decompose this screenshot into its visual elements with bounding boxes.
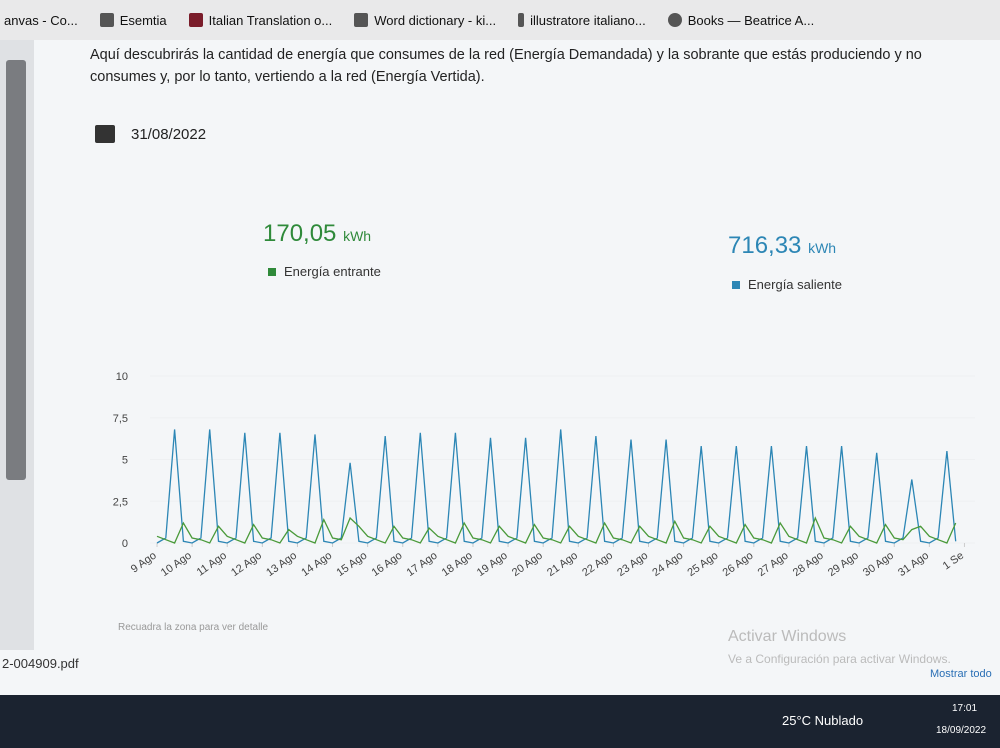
x-tick-label: 22 Ago: [580, 550, 615, 579]
calendar-icon: [95, 125, 115, 143]
legend-in: Energía entrante: [268, 264, 381, 279]
bookmarks-bar: anvas - Co... Esemtia Italian Translatio…: [0, 0, 1000, 40]
x-tick-label: 20 Ago: [510, 550, 545, 579]
scrollbar[interactable]: [0, 40, 34, 650]
bookmark-label[interactable]: Word dictionary - ki...: [374, 12, 497, 28]
x-tick-label: 25 Ago: [685, 550, 720, 579]
weather[interactable]: 25°C Nublado: [782, 713, 864, 728]
x-tick-label: 13 Ago: [264, 550, 299, 579]
date-label[interactable]: 31/08/2022: [131, 125, 207, 143]
y-tick-label: 10: [116, 371, 128, 383]
x-tick-label: 27 Ago: [756, 550, 791, 579]
legend-label: Energía saliente: [748, 277, 842, 292]
series-line: [156, 429, 957, 544]
scroll-thumb[interactable]: [6, 60, 26, 480]
y-tick-label: 5: [122, 455, 128, 467]
x-tick-label: 10 Ago: [159, 550, 194, 579]
x-tick-label: 14 Ago: [299, 550, 334, 579]
x-tick-label: 26 Ago: [721, 550, 756, 579]
y-tick-label: 0: [122, 538, 128, 550]
stat-unit: kWh: [343, 228, 372, 244]
bookmark[interactable]: Italian Translation o...: [188, 12, 333, 28]
x-tick-label: 23 Ago: [615, 550, 650, 579]
x-tick-label: 16 Ago: [370, 550, 405, 579]
series-line: [156, 516, 957, 544]
legend-label: Energía entrante: [284, 264, 381, 279]
chart: Recuadra la zona para ver detalle 0 2,5 5 7…: [112, 371, 967, 633]
stat-value: 170,05: [263, 220, 337, 247]
bookmark[interactable]: Word dictionary - ki...: [354, 13, 496, 28]
stat-in: 170,05 kWh: [263, 220, 371, 248]
bookmark[interactable]: Esemtia: [99, 12, 167, 28]
bookmark-label[interactable]: Esemtia: [119, 12, 167, 28]
x-tick-label: 18 Ago: [440, 550, 475, 579]
chart-hint: Recuadra la zona para ver detalle: [118, 622, 269, 633]
x-tick-label: 12 Ago: [229, 550, 264, 579]
bookmark-label[interactable]: Italian Translation o...: [208, 12, 333, 28]
x-tick-label: 11 Ago: [195, 550, 229, 579]
taskbar: 25°C Nublado 17:01 18/09/2022: [0, 695, 1000, 748]
x-tick-label: 19 Ago: [475, 550, 510, 579]
x-tick-label: 31 Ago: [896, 550, 931, 579]
clock-date[interactable]: 18/09/2022: [936, 725, 987, 736]
bookmark-label[interactable]: Books — Beatrice A...: [687, 12, 815, 28]
x-tick-label: 28 Ago: [791, 550, 826, 579]
x-tick-label: 17 Ago: [405, 550, 440, 579]
clock-time[interactable]: 17:01: [952, 703, 978, 714]
download-file[interactable]: 2-004909.pdf: [2, 656, 79, 671]
watermark-text: Ve a Configuración para activar Windows.: [728, 652, 951, 666]
intro-text: Aquí descubrirás la cantidad de energía …: [90, 47, 922, 85]
x-tick-label: 29 Ago: [826, 550, 861, 579]
show-all[interactable]: Mostrar todo: [930, 668, 992, 680]
x-tick-label: 24 Ago: [650, 550, 685, 579]
x-tick-label: 15 Ago: [334, 550, 369, 579]
bookmark[interactable]: anvas - Co...: [4, 12, 78, 28]
date-picker[interactable]: 31/08/2022: [95, 125, 206, 143]
x-tick-label: 9 Ago: [129, 550, 159, 576]
x-tick-label: 21 Ago: [545, 550, 580, 579]
bookmark[interactable]: illustratore italiano...: [518, 13, 646, 28]
watermark-title: Activar Windows: [728, 628, 847, 645]
bookmark[interactable]: Books — Beatrice A...: [667, 12, 815, 28]
y-tick-label: 7,5: [113, 413, 128, 425]
stat-out: 716,33 kWh: [728, 232, 836, 260]
bookmark-label[interactable]: illustratore italiano...: [530, 12, 646, 28]
y-tick-label: 2,5: [113, 496, 128, 508]
x-tick-label: 30 Ago: [861, 550, 896, 579]
x-tick-label: 1 Se: [941, 550, 966, 573]
legend-out: Energía saliente: [732, 277, 842, 292]
stat-unit: kWh: [808, 240, 837, 256]
stat-value: 716,33: [728, 232, 802, 259]
